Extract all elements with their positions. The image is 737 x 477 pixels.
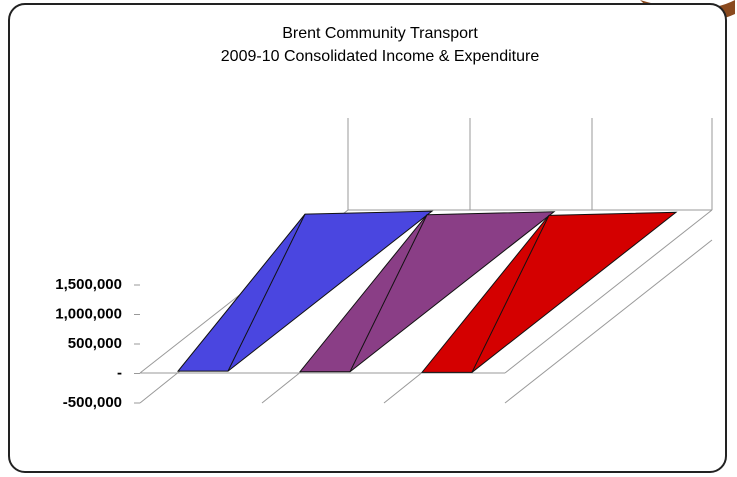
area [298, 211, 556, 373]
area-edge [349, 214, 428, 372]
chart-subtitle: 2009-10 Consolidated Income & Expenditur… [221, 48, 540, 65]
area-edge [471, 215, 550, 373]
y-tick-label: - [117, 364, 122, 381]
y-tick-label: 1,500,000 [55, 276, 122, 293]
area-edge [227, 213, 306, 372]
y-tick-label: 500,000 [68, 335, 122, 352]
area [420, 211, 678, 373]
area [176, 210, 434, 372]
y-tick-label: 1,000,000 [55, 305, 122, 322]
y-tick-label: -500,000 [63, 394, 122, 411]
chart-title: Brent Community Transport [282, 25, 478, 42]
